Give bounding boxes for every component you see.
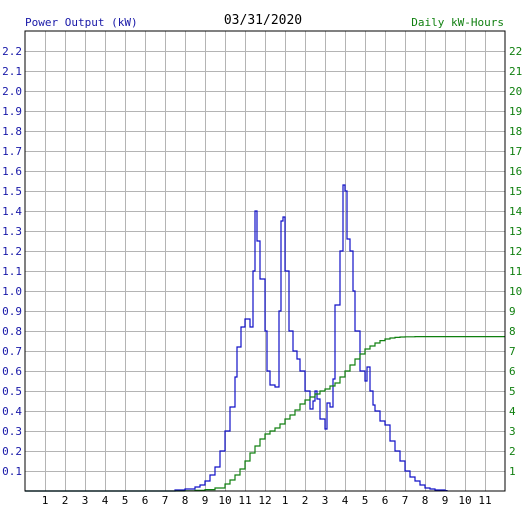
right-axis-title: Daily kW-Hours bbox=[411, 16, 504, 29]
daily-energy-line bbox=[25, 336, 505, 492]
y-right-tick-label: 7 bbox=[509, 345, 516, 358]
y-right-tick-label: 14 bbox=[509, 205, 523, 218]
y-right-tick-label: 22 bbox=[509, 45, 522, 58]
x-tick-label: 6 bbox=[142, 494, 149, 507]
y-left-tick-label: 1.2 bbox=[2, 245, 22, 258]
axis-labels: 1 2 3 4 5 6 7 8 9 10 11 12 1 2 3 4 5 6 7 8 9 10 110.10.20.30.4… bbox=[2, 45, 522, 507]
x-tick-label: 5 bbox=[362, 494, 369, 507]
y-left-tick-label: 1.3 bbox=[2, 225, 22, 238]
y-left-tick-label: 2.2 bbox=[2, 45, 22, 58]
x-tick-label: 11 bbox=[238, 494, 251, 507]
y-right-tick-label: 1 bbox=[509, 465, 516, 478]
grid-lines bbox=[25, 31, 505, 491]
y-left-tick-label: 0.1 bbox=[2, 465, 22, 478]
y-left-tick-label: 1.8 bbox=[2, 125, 22, 138]
y-left-tick-label: 0.2 bbox=[2, 445, 22, 458]
plot-frame bbox=[24, 30, 506, 492]
y-right-tick-label: 17 bbox=[509, 145, 522, 158]
x-tick-label: 2 bbox=[62, 494, 69, 507]
x-tick-label: 4 bbox=[102, 494, 109, 507]
x-tick-label: 7 bbox=[402, 494, 409, 507]
y-right-tick-label: 12 bbox=[509, 245, 522, 258]
y-right-tick-label: 2 bbox=[509, 445, 516, 458]
y-left-tick-label: 0.6 bbox=[2, 365, 22, 378]
y-right-tick-label: 5 bbox=[509, 385, 516, 398]
power-output-line bbox=[25, 184, 448, 492]
chart-date: 03/31/2020 bbox=[224, 13, 302, 28]
x-tick-label: 2 bbox=[302, 494, 309, 507]
y-left-tick-label: 1.7 bbox=[2, 145, 22, 158]
series-layer bbox=[25, 184, 505, 492]
x-tick-label: 9 bbox=[442, 494, 449, 507]
y-right-tick-label: 19 bbox=[509, 105, 522, 118]
y-right-tick-label: 18 bbox=[509, 125, 522, 138]
y-left-tick-label: 2.1 bbox=[2, 65, 22, 78]
y-left-tick-label: 1.0 bbox=[2, 285, 22, 298]
y-left-tick-label: 1.6 bbox=[2, 165, 22, 178]
x-tick-label: 8 bbox=[422, 494, 429, 507]
x-tick-label: 4 bbox=[342, 494, 349, 507]
x-tick-label: 12 bbox=[258, 494, 271, 507]
y-right-tick-label: 15 bbox=[509, 185, 522, 198]
y-left-tick-label: 1.9 bbox=[2, 105, 22, 118]
y-left-tick-label: 1.5 bbox=[2, 185, 22, 198]
y-right-tick-label: 4 bbox=[509, 405, 516, 418]
x-tick-label: 3 bbox=[82, 494, 89, 507]
x-tick-label: 3 bbox=[322, 494, 329, 507]
y-right-tick-label: 10 bbox=[509, 285, 522, 298]
y-left-tick-label: 1.1 bbox=[2, 265, 22, 278]
x-tick-label: 11 bbox=[478, 494, 491, 507]
y-left-tick-label: 0.3 bbox=[2, 425, 22, 438]
y-left-tick-label: 2.0 bbox=[2, 85, 22, 98]
x-tick-label: 10 bbox=[458, 494, 471, 507]
y-right-tick-label: 8 bbox=[509, 325, 516, 338]
x-tick-label: 6 bbox=[382, 494, 389, 507]
x-tick-label: 8 bbox=[182, 494, 189, 507]
y-left-tick-label: 0.9 bbox=[2, 305, 22, 318]
y-left-tick-label: 0.5 bbox=[2, 385, 22, 398]
x-tick-label: 7 bbox=[162, 494, 169, 507]
x-tick-label: 9 bbox=[202, 494, 209, 507]
y-right-tick-label: 13 bbox=[509, 225, 522, 238]
left-axis-title: Power Output (kW) bbox=[25, 16, 138, 29]
y-right-tick-label: 11 bbox=[509, 265, 522, 278]
y-right-tick-label: 16 bbox=[509, 165, 522, 178]
y-right-tick-label: 9 bbox=[509, 305, 516, 318]
y-right-tick-label: 20 bbox=[509, 85, 522, 98]
y-right-tick-label: 6 bbox=[509, 365, 516, 378]
x-tick-label: 1 bbox=[282, 494, 289, 507]
y-left-tick-label: 0.4 bbox=[2, 405, 22, 418]
y-left-tick-label: 0.7 bbox=[2, 345, 22, 358]
x-tick-label: 5 bbox=[122, 494, 129, 507]
y-right-tick-label: 3 bbox=[509, 425, 516, 438]
x-tick-label: 1 bbox=[42, 494, 49, 507]
y-right-tick-label: 21 bbox=[509, 65, 522, 78]
y-left-tick-label: 0.8 bbox=[2, 325, 22, 338]
x-tick-label: 10 bbox=[218, 494, 231, 507]
y-left-tick-label: 1.4 bbox=[2, 205, 22, 218]
